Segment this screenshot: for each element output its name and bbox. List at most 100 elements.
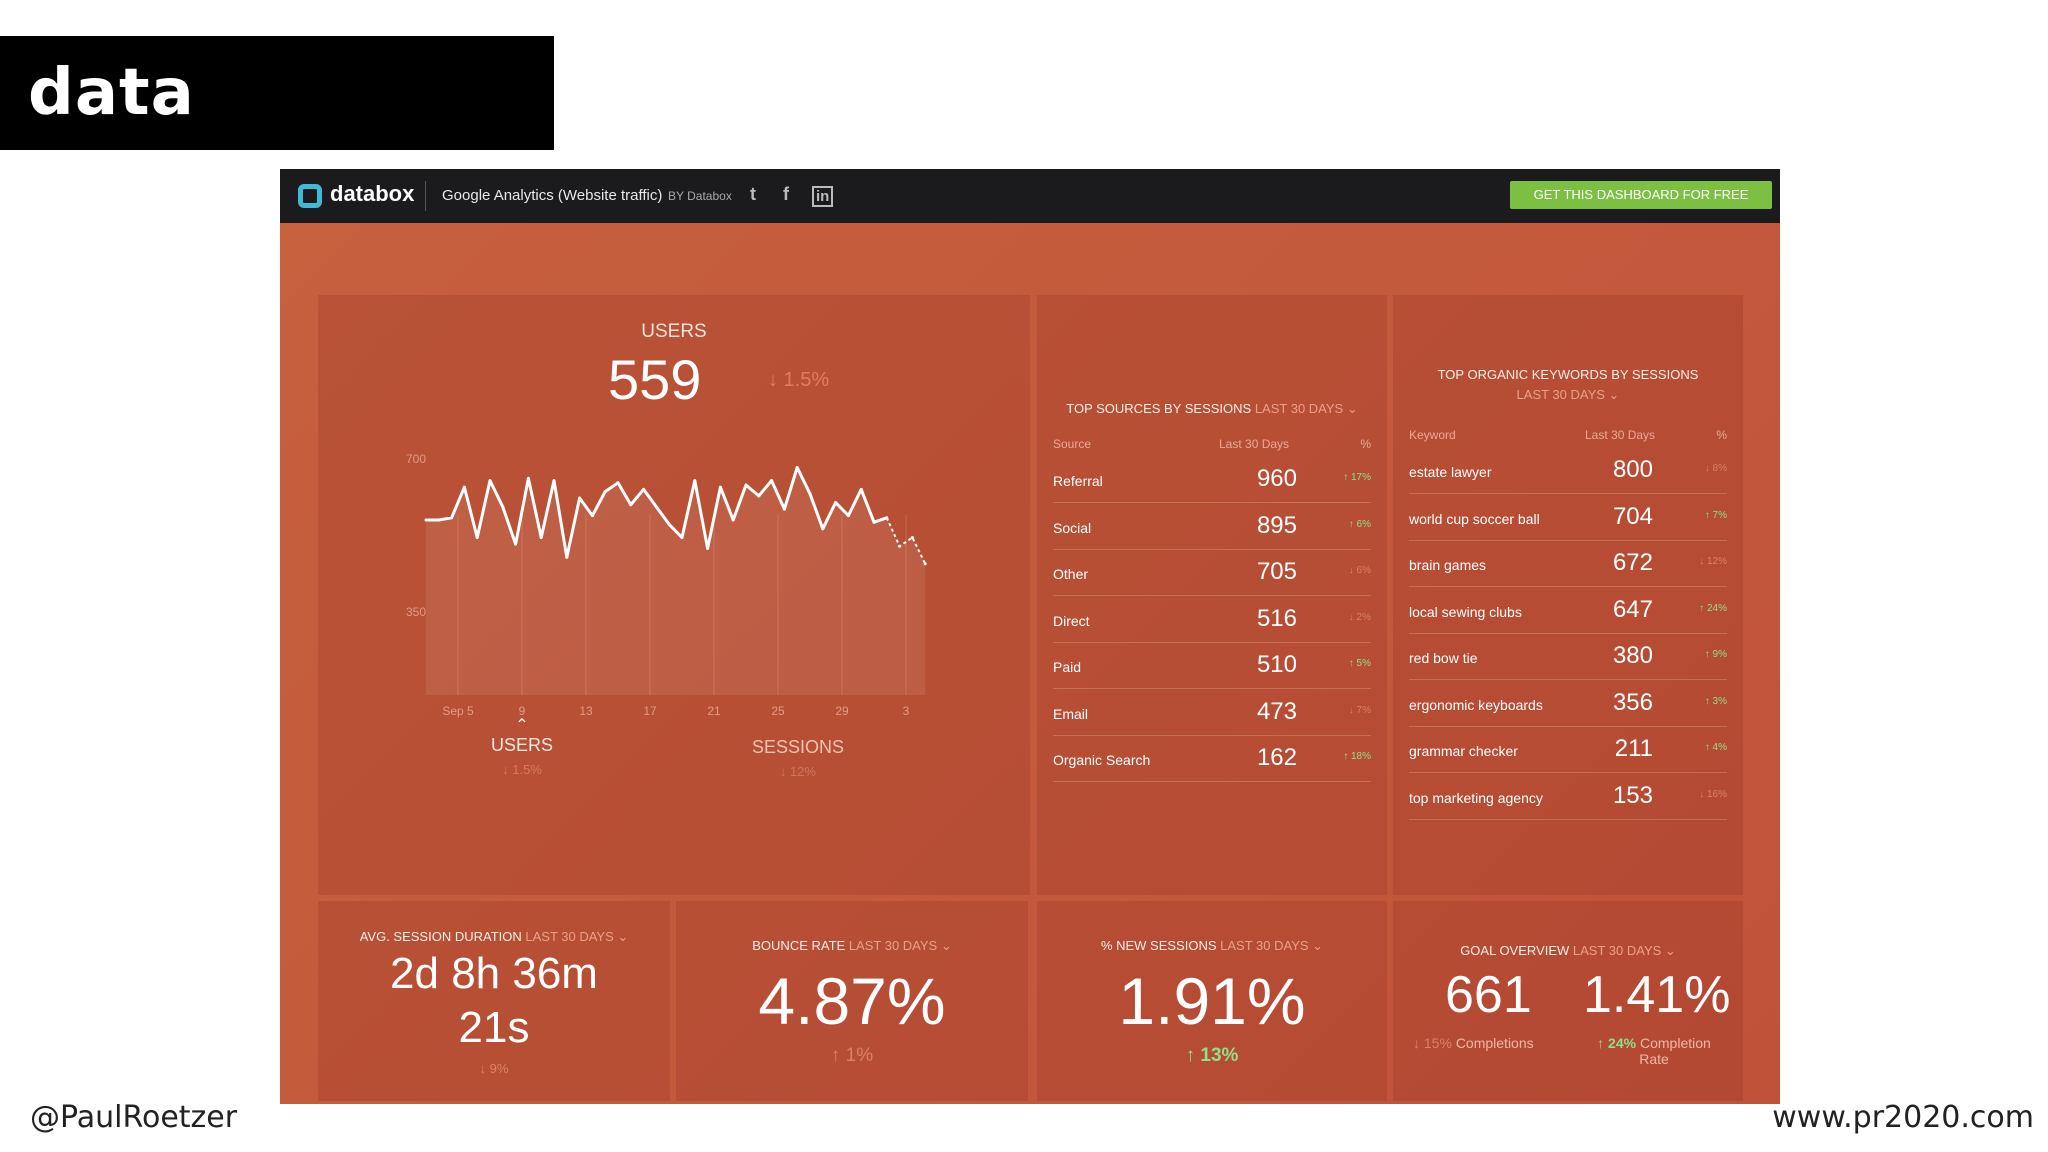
source-change: ↑ 18% — [1343, 751, 1371, 762]
keyword-value: 704 — [1612, 502, 1653, 530]
bounce-header: BOUNCE RATE LAST 30 DAYS ⌄ — [676, 938, 1028, 954]
users-data-point — [757, 494, 761, 498]
source-value: 705 — [1256, 558, 1297, 585]
source-change: ↑ 6% — [1348, 518, 1371, 530]
users-data-point — [667, 522, 671, 526]
users-data-point — [616, 481, 620, 485]
source-change: ↓ 2% — [1348, 611, 1371, 623]
keyword-row: local sewing clubs 647 ↑ 24% — [1409, 588, 1727, 634]
users-data-point — [923, 562, 927, 566]
linkedin-icon[interactable]: in — [812, 186, 834, 207]
tab-sessions[interactable]: SESSIONS ↓ 12% — [688, 737, 908, 779]
keyword-value: 356 — [1612, 688, 1653, 716]
source-value: 516 — [1256, 604, 1297, 632]
users-data-point — [898, 544, 902, 548]
source-change: ↑ 17% — [1343, 472, 1371, 483]
keyword-row: red bow tie 380 ↑ 9% — [1409, 634, 1727, 680]
top-bar: databox Google Analytics (Website traffi… — [280, 169, 1780, 223]
col-pct: % — [1716, 428, 1727, 442]
users-data-point — [846, 514, 850, 518]
source-name: Direct — [1053, 612, 1090, 629]
keyword-change: ↓ 12% — [1699, 556, 1727, 567]
users-area — [426, 467, 926, 695]
source-row: Social 895 ↑ 6% — [1053, 504, 1371, 550]
users-data-point — [680, 536, 684, 539]
get-dashboard-button[interactable]: GET THIS DASHBOARD FOR FREE — [1510, 181, 1772, 209]
keyword-change: ↑ 9% — [1704, 649, 1727, 660]
chevron-up-icon: ⌃ — [515, 717, 529, 734]
source-value: 473 — [1256, 697, 1297, 725]
tab-users-change: ↓ 1.5% — [502, 762, 542, 777]
x-tick-label: 29 — [835, 704, 849, 718]
sources-period-dropdown[interactable]: LAST 30 DAYS ⌄ — [1254, 401, 1358, 416]
keyword-name: red bow tie — [1409, 650, 1478, 666]
keywords-period-dropdown[interactable]: LAST 30 DAYS ⌄ — [1516, 387, 1620, 402]
x-tick-label: 3 — [903, 704, 910, 718]
users-data-point — [642, 487, 646, 491]
keyword-value: 380 — [1612, 642, 1653, 669]
keyword-name: world cup soccer ball — [1409, 510, 1540, 527]
facebook-icon[interactable]: f — [783, 184, 789, 204]
keyword-row: brain games 672 ↓ 12% — [1409, 541, 1727, 587]
bounce-title: BOUNCE RATE — [752, 938, 846, 953]
users-data-point — [872, 520, 876, 524]
avg-session-change: ↓ 9% — [479, 1061, 509, 1076]
goal-rate-label-2: Rate — [1639, 1051, 1669, 1067]
goal-period-dropdown[interactable]: LAST 30 DAYS ⌄ — [1572, 943, 1676, 958]
x-tick-label: 21 — [707, 704, 721, 718]
x-tick-label: 9 — [519, 704, 526, 718]
top-sources-panel: TOP SOURCES BY SESSIONS LAST 30 DAYS ⌄ S… — [1037, 295, 1387, 895]
new-sessions-period-dropdown[interactable]: LAST 30 DAYS ⌄ — [1220, 938, 1324, 953]
avg-session-header: AVG. SESSION DURATION LAST 30 DAYS ⌄ — [318, 929, 670, 945]
website-url: www.pr2020.com — [1772, 1100, 2034, 1135]
dashboard-screenshot: databox Google Analytics (Website traffi… — [280, 169, 1780, 1104]
top-keywords-panel: TOP ORGANIC KEYWORDS BY SESSIONS LAST 30… — [1393, 295, 1743, 895]
users-data-point — [578, 496, 582, 500]
users-data-point — [565, 555, 569, 559]
avg-session-line2: 21s — [458, 1003, 530, 1052]
author-handle: @PaulRoetzer — [30, 1100, 238, 1135]
source-value: 510 — [1256, 651, 1297, 678]
goal-completions-value: 661 — [1445, 966, 1532, 1024]
goal-completions-change: ↓ 15% — [1413, 1035, 1452, 1051]
goal-rate-change: ↑ 24% — [1597, 1035, 1637, 1051]
users-data-point — [539, 536, 543, 539]
goal-overview-panel: GOAL OVERVIEW LAST 30 DAYS ⌄ 661 1.41% ↓… — [1393, 901, 1743, 1101]
keyword-name: grammar checker — [1409, 743, 1518, 759]
users-data-point — [514, 542, 518, 546]
users-data-point — [501, 505, 505, 509]
keyword-value: 800 — [1612, 456, 1653, 483]
users-value: 559 — [608, 348, 702, 411]
goal-rate-caption: ↑ 24% Completion Rate — [1579, 1035, 1729, 1067]
new-sessions-panel: % NEW SESSIONS LAST 30 DAYS ⌄ 1.91% ↑ 13… — [1037, 901, 1387, 1101]
source-name: Organic Search — [1053, 752, 1151, 768]
avg-session-panel: AVG. SESSION DURATION LAST 30 DAYS ⌄ 2d … — [318, 901, 670, 1101]
new-sessions-change: ↑ 13% — [1185, 1045, 1239, 1066]
col-last-30: Last 30 Days — [1219, 437, 1290, 451]
source-row: Referral 960 ↑ 17% — [1053, 457, 1371, 503]
users-data-point — [885, 516, 889, 520]
brand-name[interactable]: databox — [330, 181, 415, 206]
users-data-point — [552, 479, 556, 483]
col-last-30: Last 30 Days — [1585, 428, 1656, 442]
keywords-title: TOP ORGANIC KEYWORDS BY SESSIONS — [1437, 367, 1699, 382]
source-name: Paid — [1053, 659, 1082, 675]
source-change: ↓ 7% — [1348, 704, 1371, 716]
source-change: ↓ 6% — [1348, 565, 1371, 576]
keyword-name: estate lawyer — [1409, 464, 1492, 480]
source-row: Paid 510 ↑ 5% — [1053, 643, 1371, 689]
tab-users[interactable]: ⌃ USERS ↓ 1.5% — [412, 715, 632, 777]
users-data-point — [859, 487, 863, 491]
twitter-icon[interactable]: t — [750, 184, 756, 204]
avg-session-period-dropdown[interactable]: LAST 30 DAYS ⌄ — [525, 929, 629, 944]
keyword-row: estate lawyer 800 ↓ 8% — [1409, 448, 1727, 494]
users-data-point — [744, 483, 748, 487]
col-source: Source — [1053, 437, 1092, 451]
goal-completions-label: Completions — [1455, 1035, 1534, 1051]
sources-title: TOP SOURCES BY SESSIONS — [1066, 401, 1252, 416]
bounce-period-dropdown[interactable]: LAST 30 DAYS ⌄ — [848, 938, 952, 953]
source-value: 895 — [1256, 511, 1297, 539]
source-row: Email 473 ↓ 7% — [1053, 690, 1371, 736]
users-data-point — [603, 490, 607, 494]
keyword-name: local sewing clubs — [1409, 603, 1522, 620]
